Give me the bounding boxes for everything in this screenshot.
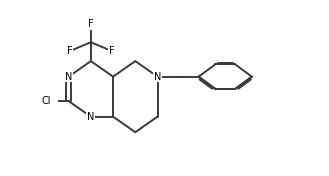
Text: N: N xyxy=(65,72,72,82)
Text: Cl: Cl xyxy=(42,96,51,106)
Text: F: F xyxy=(109,46,115,56)
Text: F: F xyxy=(88,20,94,29)
Text: F: F xyxy=(67,46,73,56)
Text: N: N xyxy=(87,112,94,122)
Text: N: N xyxy=(154,72,161,82)
